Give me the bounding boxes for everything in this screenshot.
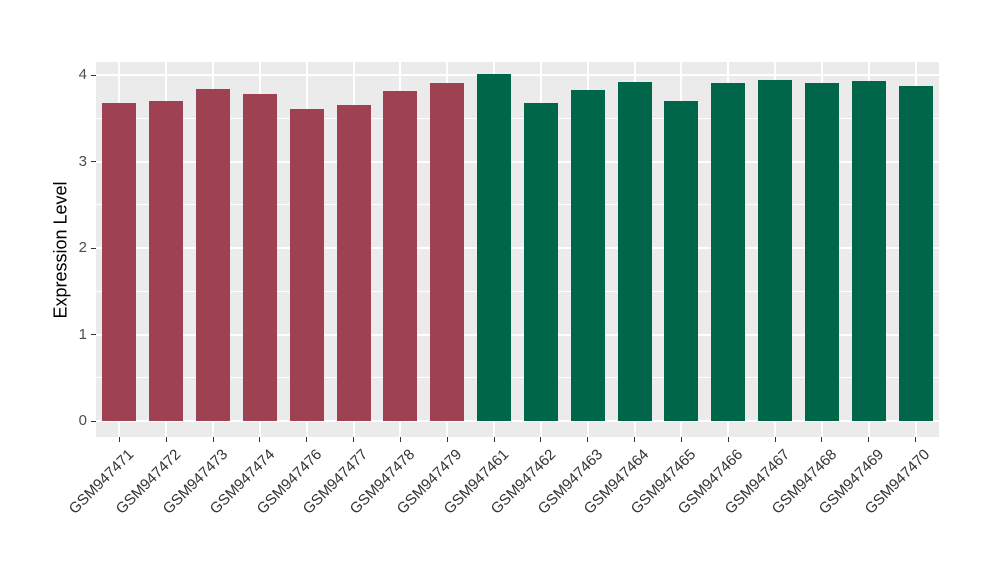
x-tick-mark [118, 437, 120, 442]
y-tick-label: 1 [78, 325, 87, 343]
bar-GSM947464 [617, 81, 652, 421]
x-tick-mark [727, 437, 729, 442]
x-tick-mark [353, 437, 355, 442]
x-tick-mark [774, 437, 776, 442]
x-tick-mark [868, 437, 870, 442]
bar-GSM947474 [242, 94, 277, 421]
gridline-minor [96, 377, 939, 379]
x-tick-mark [915, 437, 917, 442]
y-tick-mark [91, 247, 96, 249]
bar-GSM947469 [851, 81, 886, 421]
gridline-major [96, 74, 939, 76]
x-tick-mark [259, 437, 261, 442]
bar-GSM947468 [804, 82, 839, 421]
x-tick-mark [680, 437, 682, 442]
y-tick-mark [91, 420, 96, 422]
y-tick-label: 3 [78, 152, 87, 170]
bar-GSM947471 [102, 102, 137, 421]
bar-GSM947477 [336, 105, 371, 421]
y-tick-mark [91, 161, 96, 162]
gridline-major [96, 247, 939, 249]
x-tick-mark [821, 437, 823, 442]
bar-GSM947470 [898, 86, 933, 421]
x-tick-mark [446, 437, 448, 442]
y-tick-label: 0 [78, 412, 87, 429]
gridline-major [96, 420, 939, 422]
x-tick-mark [399, 437, 401, 442]
x-tick-mark [540, 437, 542, 442]
x-tick-mark [587, 437, 589, 442]
bar-GSM947462 [523, 102, 558, 421]
y-tick-label: 4 [78, 66, 87, 83]
bar-GSM947476 [289, 108, 324, 421]
gridline-major [96, 160, 939, 163]
gridline-minor [96, 117, 939, 119]
plot-panel [96, 62, 939, 437]
bar-GSM947478 [383, 90, 418, 421]
bar-GSM947473 [196, 88, 231, 421]
bar-GSM947465 [664, 100, 699, 421]
bar-GSM947463 [570, 89, 605, 421]
bar-GSM947479 [430, 82, 465, 421]
y-tick-mark [91, 334, 96, 335]
x-tick-mark [165, 437, 167, 442]
x-tick-mark [306, 437, 308, 442]
x-tick-mark [212, 437, 214, 442]
bar-GSM947467 [758, 80, 793, 421]
gridline-minor [96, 290, 939, 292]
bar-GSM947461 [477, 74, 512, 421]
gridline-major [96, 333, 939, 336]
y-tick-label: 2 [78, 239, 87, 256]
y-tick-mark [91, 74, 96, 76]
bar-GSM947466 [711, 82, 746, 421]
x-tick-mark [634, 437, 636, 442]
x-tick-mark [493, 437, 495, 442]
bar-GSM947472 [149, 100, 184, 421]
gridline-minor [96, 204, 939, 206]
